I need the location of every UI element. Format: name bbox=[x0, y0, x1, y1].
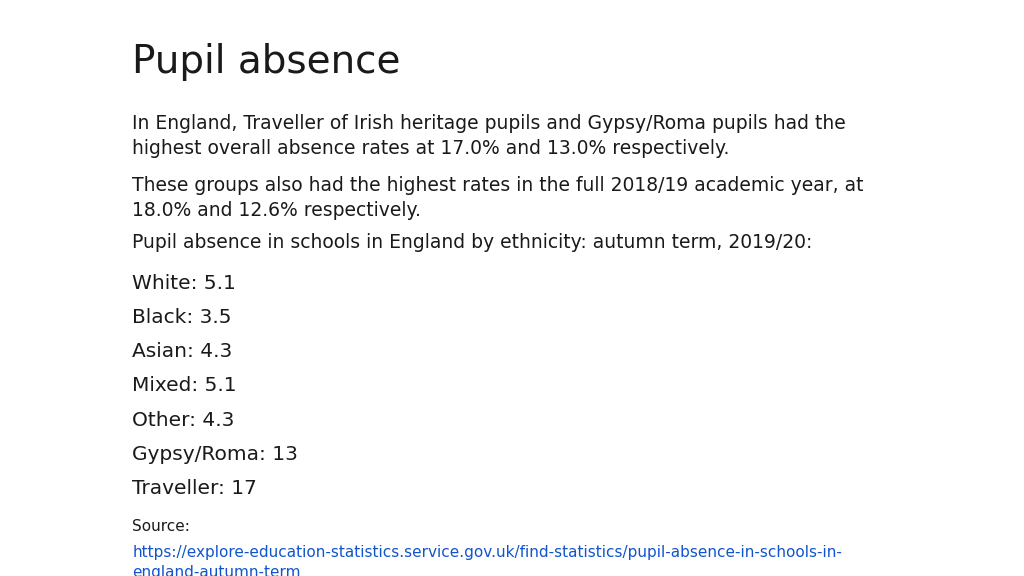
Text: https://explore-education-statistics.service.gov.uk/find-statistics/pupil-absenc: https://explore-education-statistics.ser… bbox=[132, 544, 842, 559]
Text: Pupil absence in schools in England by ethnicity: autumn term, 2019/20:: Pupil absence in schools in England by e… bbox=[132, 233, 812, 252]
Text: Source:: Source: bbox=[132, 518, 190, 533]
Text: Other: 4.3: Other: 4.3 bbox=[132, 411, 234, 430]
Text: england-autumn-term: england-autumn-term bbox=[132, 565, 301, 576]
Text: Pupil absence: Pupil absence bbox=[132, 43, 400, 81]
Text: Mixed: 5.1: Mixed: 5.1 bbox=[132, 376, 237, 395]
Text: In England, Traveller of Irish heritage pupils and Gypsy/Roma pupils had the
hig: In England, Traveller of Irish heritage … bbox=[132, 114, 846, 158]
Text: These groups also had the highest rates in the full 2018/19 academic year, at
18: These groups also had the highest rates … bbox=[132, 176, 863, 220]
Text: Gypsy/Roma: 13: Gypsy/Roma: 13 bbox=[132, 445, 298, 464]
Text: White: 5.1: White: 5.1 bbox=[132, 274, 237, 293]
Text: Black: 3.5: Black: 3.5 bbox=[132, 308, 231, 327]
Text: Asian: 4.3: Asian: 4.3 bbox=[132, 342, 232, 361]
Text: Traveller: 17: Traveller: 17 bbox=[132, 479, 257, 498]
